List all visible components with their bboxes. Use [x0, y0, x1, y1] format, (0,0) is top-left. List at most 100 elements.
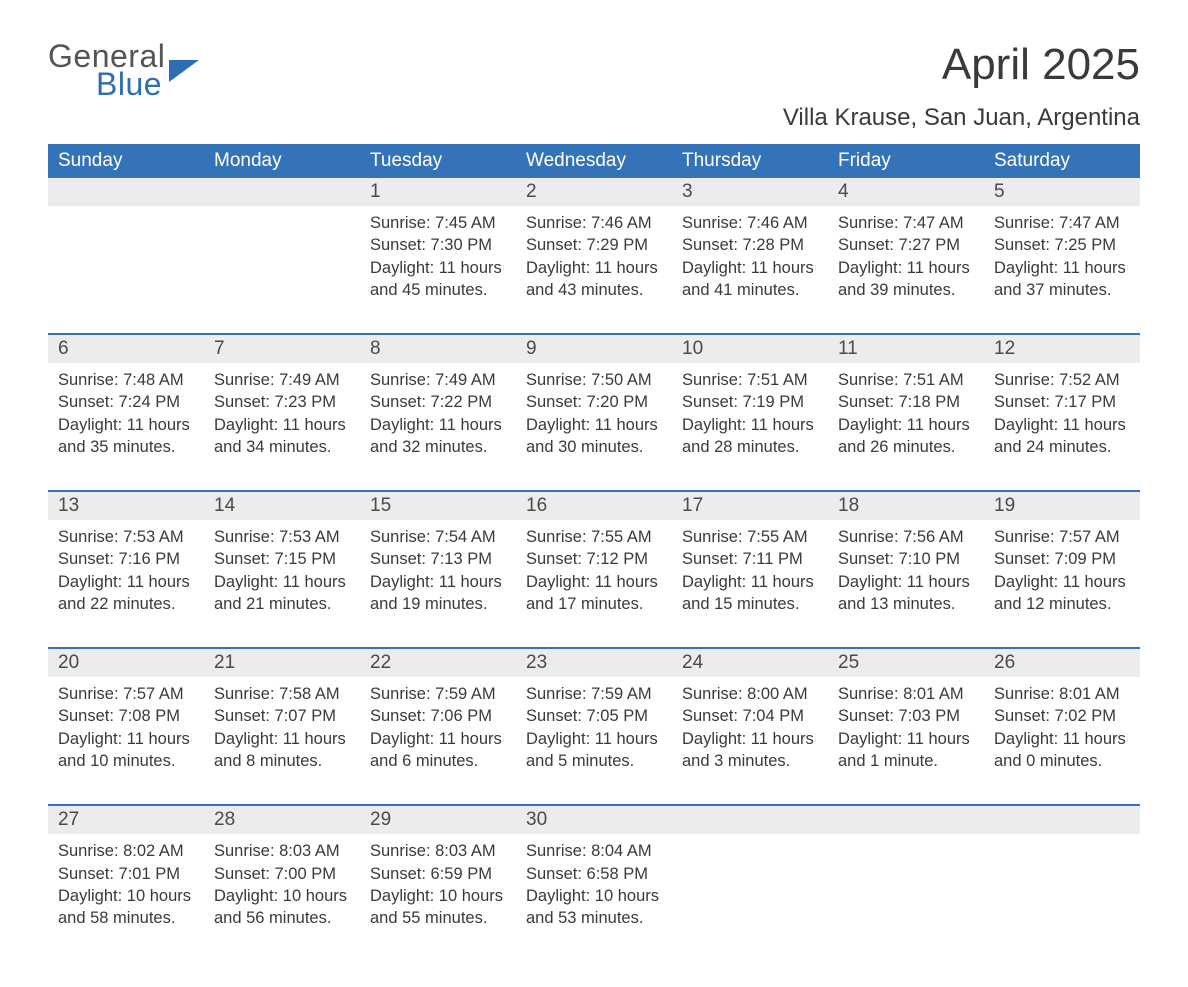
day-label: Monday [204, 144, 360, 178]
sunrise-text: Sunrise: 7:51 AM [682, 369, 818, 391]
calendar-week: 27282930Sunrise: 8:02 AMSunset: 7:01 PMD… [48, 804, 1140, 947]
day-number: 20 [48, 649, 204, 677]
sunrise-text: Sunrise: 7:45 AM [370, 212, 506, 234]
day-cell: Sunrise: 7:51 AMSunset: 7:19 PMDaylight:… [672, 363, 828, 476]
calendar-week: 12345Sunrise: 7:45 AMSunset: 7:30 PMDayl… [48, 178, 1140, 319]
day-number: 28 [204, 806, 360, 834]
day-cell: Sunrise: 7:51 AMSunset: 7:18 PMDaylight:… [828, 363, 984, 476]
day-cell: Sunrise: 7:57 AMSunset: 7:09 PMDaylight:… [984, 520, 1140, 633]
calendar-week: 20212223242526Sunrise: 7:57 AMSunset: 7:… [48, 647, 1140, 790]
sunset-text: Sunset: 7:28 PM [682, 234, 818, 256]
day-number: 26 [984, 649, 1140, 677]
day-cell: Sunrise: 8:01 AMSunset: 7:03 PMDaylight:… [828, 677, 984, 790]
day-body-row: Sunrise: 8:02 AMSunset: 7:01 PMDaylight:… [48, 834, 1140, 947]
day-number: 4 [828, 178, 984, 206]
day-cell: Sunrise: 7:47 AMSunset: 7:27 PMDaylight:… [828, 206, 984, 319]
day-cell: Sunrise: 7:46 AMSunset: 7:29 PMDaylight:… [516, 206, 672, 319]
sunrise-text: Sunrise: 7:59 AM [526, 683, 662, 705]
sunrise-text: Sunrise: 7:46 AM [526, 212, 662, 234]
month-title: April 2025 [783, 40, 1140, 90]
sunrise-text: Sunrise: 7:48 AM [58, 369, 194, 391]
sunrise-text: Sunrise: 7:47 AM [838, 212, 974, 234]
day-number: 6 [48, 335, 204, 363]
day-cell: Sunrise: 7:45 AMSunset: 7:30 PMDaylight:… [360, 206, 516, 319]
day-label: Tuesday [360, 144, 516, 178]
day-body-row: Sunrise: 7:45 AMSunset: 7:30 PMDaylight:… [48, 206, 1140, 319]
day-number: 21 [204, 649, 360, 677]
sunset-text: Sunset: 7:12 PM [526, 548, 662, 570]
day-number-row: 12345 [48, 178, 1140, 206]
daylight-text: Daylight: 11 hours and 35 minutes. [58, 414, 194, 459]
sunset-text: Sunset: 7:01 PM [58, 863, 194, 885]
day-cell: Sunrise: 7:56 AMSunset: 7:10 PMDaylight:… [828, 520, 984, 633]
day-cell: Sunrise: 7:53 AMSunset: 7:16 PMDaylight:… [48, 520, 204, 633]
day-number: 1 [360, 178, 516, 206]
day-number-row: 6789101112 [48, 335, 1140, 363]
daylight-text: Daylight: 11 hours and 8 minutes. [214, 728, 350, 773]
daylight-text: Daylight: 11 hours and 3 minutes. [682, 728, 818, 773]
day-cell: Sunrise: 7:59 AMSunset: 7:06 PMDaylight:… [360, 677, 516, 790]
sunrise-text: Sunrise: 7:52 AM [994, 369, 1130, 391]
day-cell: Sunrise: 7:49 AMSunset: 7:23 PMDaylight:… [204, 363, 360, 476]
day-number: 8 [360, 335, 516, 363]
daylight-text: Daylight: 11 hours and 5 minutes. [526, 728, 662, 773]
sunrise-text: Sunrise: 8:01 AM [994, 683, 1130, 705]
sunrise-text: Sunrise: 7:54 AM [370, 526, 506, 548]
sunset-text: Sunset: 7:04 PM [682, 705, 818, 727]
sunset-text: Sunset: 7:07 PM [214, 705, 350, 727]
sunrise-text: Sunrise: 8:03 AM [370, 840, 506, 862]
sunset-text: Sunset: 7:25 PM [994, 234, 1130, 256]
sunset-text: Sunset: 7:20 PM [526, 391, 662, 413]
daylight-text: Daylight: 11 hours and 21 minutes. [214, 571, 350, 616]
sunrise-text: Sunrise: 7:49 AM [214, 369, 350, 391]
sunrise-text: Sunrise: 7:55 AM [682, 526, 818, 548]
day-number: 9 [516, 335, 672, 363]
sunset-text: Sunset: 7:02 PM [994, 705, 1130, 727]
day-number: 12 [984, 335, 1140, 363]
calendar-week: 13141516171819Sunrise: 7:53 AMSunset: 7:… [48, 490, 1140, 633]
sunset-text: Sunset: 7:16 PM [58, 548, 194, 570]
day-number: 11 [828, 335, 984, 363]
daylight-text: Daylight: 11 hours and 45 minutes. [370, 257, 506, 302]
sunrise-text: Sunrise: 7:53 AM [58, 526, 194, 548]
sunrise-text: Sunrise: 7:50 AM [526, 369, 662, 391]
sunset-text: Sunset: 7:17 PM [994, 391, 1130, 413]
sunrise-text: Sunrise: 7:47 AM [994, 212, 1130, 234]
daylight-text: Daylight: 11 hours and 41 minutes. [682, 257, 818, 302]
day-number: 10 [672, 335, 828, 363]
day-cell: Sunrise: 8:02 AMSunset: 7:01 PMDaylight:… [48, 834, 204, 947]
sunset-text: Sunset: 7:08 PM [58, 705, 194, 727]
sunrise-text: Sunrise: 7:56 AM [838, 526, 974, 548]
sunrise-text: Sunrise: 7:57 AM [994, 526, 1130, 548]
day-number-row: 20212223242526 [48, 649, 1140, 677]
day-number [828, 806, 984, 834]
day-cell [672, 834, 828, 947]
sunset-text: Sunset: 7:27 PM [838, 234, 974, 256]
daylight-text: Daylight: 11 hours and 32 minutes. [370, 414, 506, 459]
day-number: 30 [516, 806, 672, 834]
day-cell: Sunrise: 8:01 AMSunset: 7:02 PMDaylight:… [984, 677, 1140, 790]
daylight-text: Daylight: 11 hours and 34 minutes. [214, 414, 350, 459]
calendar: SundayMondayTuesdayWednesdayThursdayFrid… [48, 144, 1140, 947]
daylight-text: Daylight: 11 hours and 17 minutes. [526, 571, 662, 616]
day-number: 22 [360, 649, 516, 677]
day-cell: Sunrise: 7:48 AMSunset: 7:24 PMDaylight:… [48, 363, 204, 476]
daylight-text: Daylight: 11 hours and 15 minutes. [682, 571, 818, 616]
daylight-text: Daylight: 11 hours and 39 minutes. [838, 257, 974, 302]
daylight-text: Daylight: 10 hours and 53 minutes. [526, 885, 662, 930]
day-cell: Sunrise: 8:04 AMSunset: 6:58 PMDaylight:… [516, 834, 672, 947]
daylight-text: Daylight: 11 hours and 12 minutes. [994, 571, 1130, 616]
sunset-text: Sunset: 7:03 PM [838, 705, 974, 727]
day-number: 5 [984, 178, 1140, 206]
day-number: 17 [672, 492, 828, 520]
day-number [204, 178, 360, 206]
daylight-text: Daylight: 10 hours and 55 minutes. [370, 885, 506, 930]
day-number-row: 27282930 [48, 806, 1140, 834]
calendar-header-row: SundayMondayTuesdayWednesdayThursdayFrid… [48, 144, 1140, 178]
sunset-text: Sunset: 7:29 PM [526, 234, 662, 256]
sunrise-text: Sunrise: 7:51 AM [838, 369, 974, 391]
day-cell: Sunrise: 7:57 AMSunset: 7:08 PMDaylight:… [48, 677, 204, 790]
daylight-text: Daylight: 11 hours and 19 minutes. [370, 571, 506, 616]
sunset-text: Sunset: 7:22 PM [370, 391, 506, 413]
day-cell: Sunrise: 7:54 AMSunset: 7:13 PMDaylight:… [360, 520, 516, 633]
